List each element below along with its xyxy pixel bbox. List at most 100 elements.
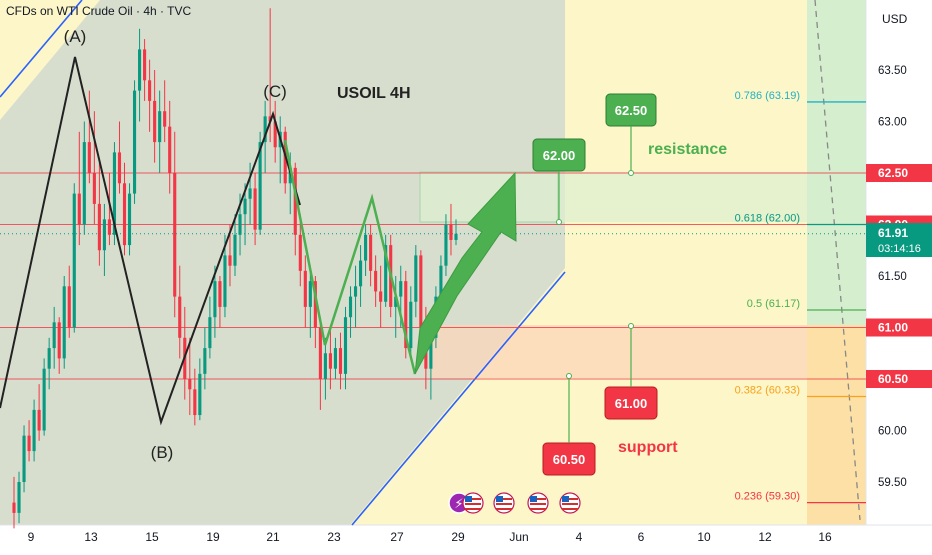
channel-upper-line (0, 0, 83, 98)
event-icons[interactable]: ⚡ (448, 492, 581, 514)
candle (77, 131, 81, 246)
candle (17, 471, 21, 524)
x-tick-label: 6 (638, 530, 645, 544)
box-61-00-anchor (628, 323, 634, 329)
box-62-00[interactable]: 62.00 (532, 138, 586, 172)
candle (12, 476, 16, 529)
candle (62, 276, 66, 369)
candle (127, 183, 132, 256)
current-price-label[interactable]: 61.91 03:14:16 (866, 223, 932, 257)
us-flag-icon[interactable] (559, 492, 581, 514)
price-tag-label: 61.00 (878, 321, 908, 335)
candle (369, 224, 373, 287)
candle (188, 337, 192, 416)
candle (328, 327, 332, 390)
us-flag-icon[interactable] (493, 492, 515, 514)
candle (67, 265, 71, 338)
candle (409, 286, 413, 359)
fib-label: 0.618 (62.00) (735, 213, 800, 225)
wave-label-a: (A) (64, 27, 87, 46)
x-tick-label: 12 (758, 530, 772, 544)
candle (102, 203, 106, 276)
candle (449, 203, 453, 256)
candle (248, 162, 252, 225)
lightning-icon: ⚡ (454, 496, 463, 511)
y-tick-label: 60.00 (878, 426, 907, 438)
y-tick-label: 61.50 (878, 271, 907, 283)
candle (47, 337, 51, 390)
candle (208, 296, 212, 359)
x-tick-label: 23 (327, 530, 341, 544)
time-axis-bg (0, 525, 932, 550)
candle (107, 173, 111, 246)
candle (379, 265, 383, 328)
us-flag-icon[interactable] (462, 492, 484, 514)
candle (323, 337, 327, 400)
candle (87, 90, 91, 184)
candle (313, 276, 317, 349)
x-tick-label: 16 (818, 530, 832, 544)
box-61-00-label: 61.00 (615, 396, 648, 411)
box-60-50-anchor (566, 373, 572, 379)
candle (117, 121, 122, 194)
candle (394, 276, 398, 338)
current-price-value: 61.91 (878, 226, 908, 240)
candle (57, 317, 61, 374)
candle (143, 39, 147, 101)
box-61-00[interactable]: 61.00 (604, 386, 658, 420)
time-axis-ticks: 9 13 15 19 21 23 27 29 Jun 4 6 10 12 16 (28, 530, 832, 544)
x-tick-label: 21 (266, 530, 280, 544)
candle (132, 80, 137, 204)
box-62-50[interactable]: 62.50 (605, 93, 657, 127)
box-60-50[interactable]: 60.50 (542, 442, 596, 476)
candle (253, 173, 257, 246)
candle (158, 90, 162, 173)
candle (168, 100, 172, 194)
y-tick-label: 59.50 (878, 477, 907, 489)
candle (338, 332, 343, 390)
candle (308, 265, 312, 338)
green-wave-line (283, 139, 417, 375)
price-tag[interactable]: 60.50 (866, 370, 932, 388)
candle (32, 399, 36, 462)
price-tag-label: 60.50 (878, 372, 908, 386)
bullish-arrow (414, 171, 517, 375)
y-tick-label: 63.00 (878, 117, 907, 129)
chart-header-title: CFDs on WTI Crude Oil · 4h · TVC (6, 4, 191, 18)
candle (178, 265, 182, 359)
price-axis-bg (866, 0, 932, 550)
candle (384, 234, 388, 307)
x-tick-label: 9 (28, 530, 35, 544)
candle (348, 286, 353, 338)
price-tag-label: 62.50 (878, 166, 908, 180)
channel-fill (0, 0, 565, 525)
candle (293, 162, 297, 256)
candle (22, 425, 26, 493)
candle (163, 80, 167, 143)
candle (353, 265, 358, 328)
currency-label[interactable]: USD (882, 12, 908, 26)
support-zone (430, 325, 807, 378)
box-62-00-label: 62.00 (543, 148, 576, 163)
candle (173, 131, 177, 318)
price-tag[interactable]: 62.50 (866, 164, 932, 182)
future-zone-orange (807, 325, 866, 525)
abc-wave-line (0, 56, 301, 426)
price-tag[interactable]: 61.00 (866, 318, 932, 337)
candle (153, 70, 157, 163)
candle (97, 162, 101, 266)
candle (198, 358, 202, 421)
wave-label-b: (B) (151, 443, 174, 462)
x-tick-label: 19 (206, 530, 220, 544)
x-tick-label: 29 (451, 530, 465, 544)
x-tick-label: 13 (84, 530, 98, 544)
x-tick-label: Jun (509, 530, 528, 544)
box-62-50-label: 62.50 (615, 103, 648, 118)
candle (364, 224, 368, 276)
box-60-50-label: 60.50 (553, 452, 586, 467)
candle (37, 384, 41, 441)
us-flag-icon[interactable] (527, 492, 549, 514)
candle (138, 28, 142, 122)
